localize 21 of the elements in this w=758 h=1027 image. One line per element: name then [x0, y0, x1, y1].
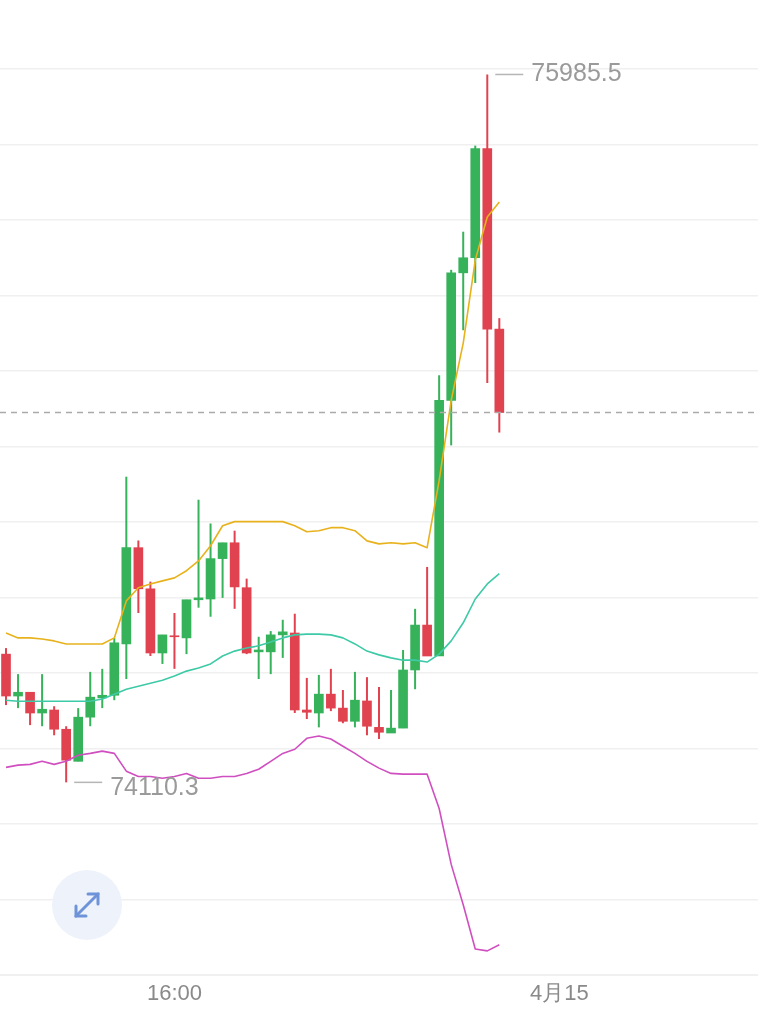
- annotation: 75985.5: [531, 58, 622, 87]
- candlestick: [49, 705, 59, 737]
- candlestick: [37, 673, 47, 728]
- candlestick: [169, 611, 180, 670]
- candlestick: [25, 691, 35, 727]
- candlestick: [314, 673, 324, 729]
- candlestick: [338, 688, 348, 725]
- candlestick: [386, 688, 396, 735]
- candlestick: [326, 667, 336, 713]
- x-tick-label: 16:00: [146, 980, 202, 1006]
- annotation: 74110.3: [110, 772, 199, 801]
- x-tick-label: 4月15: [530, 980, 589, 1006]
- candlestick: [217, 541, 228, 599]
- candlestick: [13, 673, 23, 710]
- candlestick: [458, 230, 469, 332]
- candlestick: [350, 670, 360, 729]
- candlestick: [157, 633, 168, 665]
- candlestick: [374, 685, 384, 741]
- candlestick: [85, 670, 96, 728]
- candlestick: [265, 630, 276, 676]
- candlestick: [301, 676, 312, 721]
